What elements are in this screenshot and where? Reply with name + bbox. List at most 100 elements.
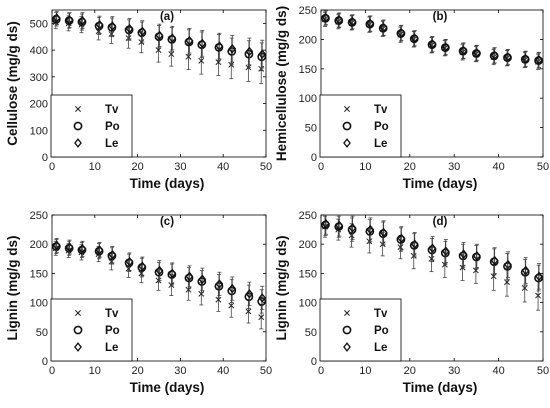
legend-marker-x [344,310,350,316]
error-bar [323,215,328,236]
y-tick-label: 100 [30,125,48,137]
error-bar [157,25,161,49]
x-tick-label: 50 [260,365,272,377]
error-bar [169,27,174,52]
legend-marker-diamond [74,138,82,148]
error-bar [127,252,132,271]
error-bar [381,221,386,246]
error-bar [216,34,221,61]
error-bar [523,50,528,67]
y-tick-label: 0 [42,152,48,164]
data-point [125,35,132,42]
data-point [410,33,419,44]
x-tick-label: 20 [131,365,143,377]
legend-item-le: Le [343,342,387,354]
data-point [473,48,481,58]
plot-area [320,214,544,362]
error-bar [109,247,114,265]
data-point [245,46,254,57]
series-le [52,10,266,69]
x-axis-label: Time (days) [403,380,478,395]
error-bar [187,28,192,54]
legend-label: Le [374,342,387,354]
data-point [78,244,87,254]
data-layer [321,215,543,311]
error-bar [492,247,497,274]
error-bar [381,19,386,36]
series-po [52,239,266,314]
data-point [365,226,375,236]
y-tick-label: 50 [305,123,317,135]
series-po [321,215,543,292]
error-bar [398,227,403,252]
error-bar [368,217,373,242]
data-point [198,290,205,297]
error-bar [230,34,235,63]
legend-item-po: Po [342,121,389,133]
error-bar [461,43,466,60]
legend: Tv Po Le [319,298,402,362]
data-point [440,248,450,258]
legend-marker-o [342,325,352,335]
y-tick-label: 100 [299,298,317,310]
data-point [410,239,419,250]
data-point [245,288,254,299]
data-point [185,53,192,60]
data-point [258,293,266,303]
data-point [65,15,74,25]
data-point [335,15,344,25]
data-point [52,240,61,251]
data-point [521,265,530,276]
error-bar [474,244,479,270]
legend-item-po: Po [73,121,120,133]
y-tick-label: 150 [299,64,317,76]
error-bar [170,25,175,51]
legend-label: Tv [105,308,119,320]
error-bar [505,251,510,278]
data-point [228,283,237,294]
error-bar [140,20,145,43]
y-tick-label: 250 [299,5,317,17]
data-point [428,39,437,49]
data-point [503,261,512,271]
error-bar [127,19,132,41]
legend-label: Tv [105,104,119,116]
legend-label: Tv [374,308,388,320]
x-tick-label: 20 [404,365,416,377]
x-tick-label: 50 [537,161,549,173]
data-point [428,243,437,254]
legend-label: Le [105,138,118,150]
legend-item-tv: Tv [344,104,388,116]
error-bar [200,267,205,291]
legend-item-tv: Tv [75,104,119,116]
x-tick-label: 0 [49,161,55,173]
error-bar [461,242,466,267]
y-tick-label: 0 [311,152,317,164]
y-axis-label: Hemicellulose (mg/g ds) [274,6,289,161]
error-bar [186,267,191,289]
legend-box [50,94,133,158]
data-point [504,52,512,62]
data-point [198,274,207,285]
error-bar [199,31,204,58]
error-bar [139,257,144,278]
data-point [198,57,205,64]
x-tick-label: 10 [89,161,101,173]
y-tick-label: 300 [30,72,48,84]
data-point [397,28,406,38]
legend-item-po: Po [73,325,120,337]
legend-marker-o [73,121,83,131]
data-point [535,55,543,65]
error-bar [474,45,479,62]
error-bar [399,24,404,41]
legend-marker-o [73,325,83,335]
error-bar [505,253,510,280]
y-tick-label: 200 [299,239,317,251]
data-point [214,281,224,291]
x-tick-label: 0 [318,365,324,377]
legend-marker-diamond [343,138,351,148]
data-point [441,246,450,257]
error-bar [443,239,448,264]
x-axis-label: Time (days) [403,176,478,191]
